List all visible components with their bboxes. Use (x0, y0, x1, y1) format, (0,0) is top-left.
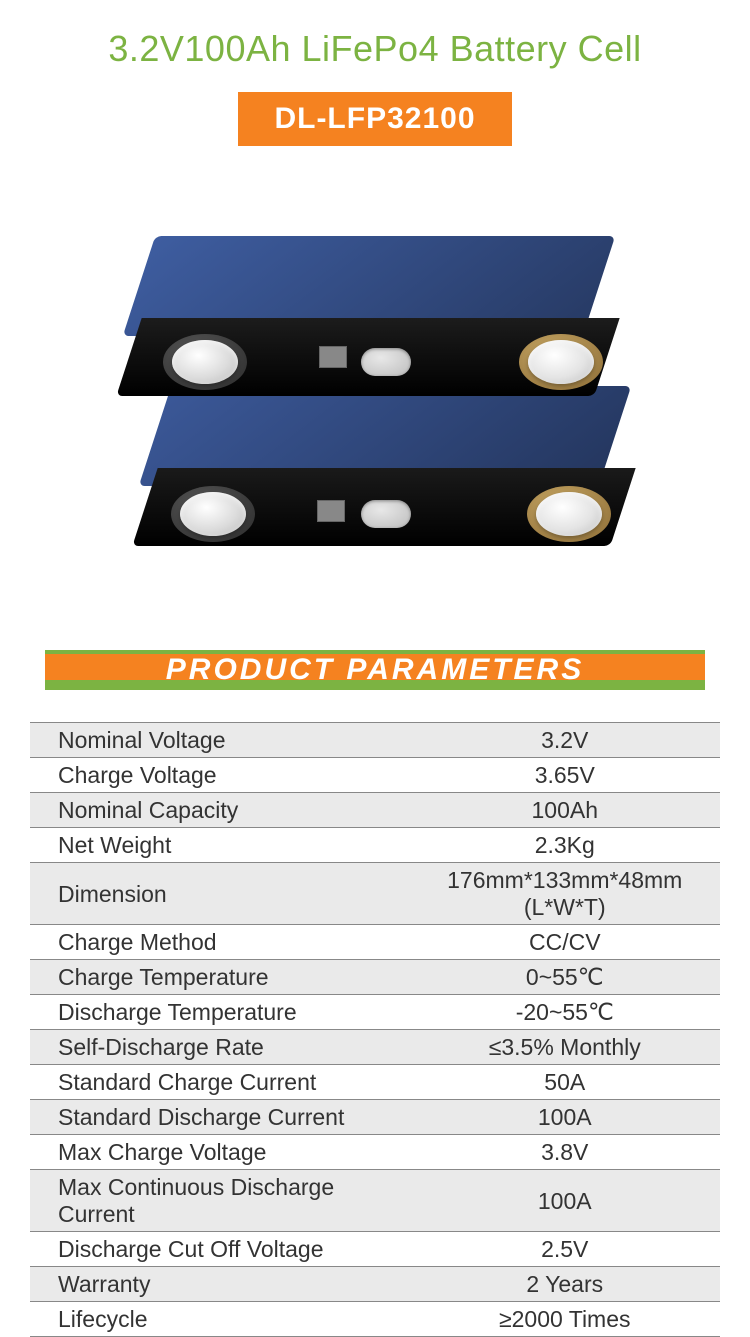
section-banner: PRODUCT PARAMETERS (45, 646, 705, 694)
table-row: Charge Voltage3.65V (30, 758, 720, 793)
parameters-tbody: Nominal Voltage3.2VCharge Voltage3.65VNo… (30, 723, 720, 1337)
table-row: Nominal Capacity100Ah (30, 793, 720, 828)
table-row: Dimension176mm*133mm*48mm (L*W*T) (30, 863, 720, 925)
table-row: Max Continuous Discharge Current100A (30, 1170, 720, 1232)
param-label: Lifecycle (30, 1302, 410, 1337)
param-value: 2.5V (410, 1232, 721, 1267)
param-value: -20~55℃ (410, 995, 721, 1030)
table-row: Nominal Voltage3.2V (30, 723, 720, 758)
param-label: Charge Method (30, 925, 410, 960)
param-label: Standard Charge Current (30, 1065, 410, 1100)
table-row: Self-Discharge Rate≤3.5% Monthly (30, 1030, 720, 1065)
param-label: Nominal Capacity (30, 793, 410, 828)
page-title: 3.2V100Ah LiFePo4 Battery Cell (108, 28, 641, 70)
param-label: Warranty (30, 1267, 410, 1302)
param-label: Net Weight (30, 828, 410, 863)
product-image (95, 186, 655, 596)
param-value: 100A (410, 1170, 721, 1232)
param-value: 2 Years (410, 1267, 721, 1302)
param-label: Max Continuous Discharge Current (30, 1170, 410, 1232)
table-row: Max Charge Voltage3.8V (30, 1135, 720, 1170)
param-value: 100Ah (410, 793, 721, 828)
param-value: 3.65V (410, 758, 721, 793)
param-value: ≤3.5% Monthly (410, 1030, 721, 1065)
param-value: 3.2V (410, 723, 721, 758)
table-row: Standard Charge Current50A (30, 1065, 720, 1100)
param-value: ≥2000 Times (410, 1302, 721, 1337)
param-label: Charge Temperature (30, 960, 410, 995)
battery-cell-upper (139, 236, 599, 386)
table-row: Charge Temperature0~55℃ (30, 960, 720, 995)
table-row: Charge MethodCC/CV (30, 925, 720, 960)
table-row: Discharge Cut Off Voltage2.5V (30, 1232, 720, 1267)
battery-cell-lower (155, 386, 615, 536)
table-row: Net Weight2.3Kg (30, 828, 720, 863)
param-value: 100A (410, 1100, 721, 1135)
param-label: Nominal Voltage (30, 723, 410, 758)
battery-cells-illustration (95, 186, 655, 596)
param-label: Discharge Cut Off Voltage (30, 1232, 410, 1267)
section-heading: PRODUCT PARAMETERS (166, 653, 584, 687)
model-badge: DL-LFP32100 (238, 92, 511, 146)
product-spec-page: 3.2V100Ah LiFePo4 Battery Cell DL-LFP321… (0, 0, 750, 1337)
param-label: Discharge Temperature (30, 995, 410, 1030)
param-value: 2.3Kg (410, 828, 721, 863)
param-value: 176mm*133mm*48mm (L*W*T) (410, 863, 721, 925)
table-row: Standard Discharge Current100A (30, 1100, 720, 1135)
param-value: 3.8V (410, 1135, 721, 1170)
param-label: Self-Discharge Rate (30, 1030, 410, 1065)
param-label: Standard Discharge Current (30, 1100, 410, 1135)
table-row: Warranty2 Years (30, 1267, 720, 1302)
table-row: Discharge Temperature-20~55℃ (30, 995, 720, 1030)
param-label: Max Charge Voltage (30, 1135, 410, 1170)
param-value: 50A (410, 1065, 721, 1100)
param-value: CC/CV (410, 925, 721, 960)
param-label: Dimension (30, 863, 410, 925)
param-label: Charge Voltage (30, 758, 410, 793)
parameters-table: Nominal Voltage3.2VCharge Voltage3.65VNo… (30, 722, 720, 1337)
table-row: Lifecycle≥2000 Times (30, 1302, 720, 1337)
param-value: 0~55℃ (410, 960, 721, 995)
